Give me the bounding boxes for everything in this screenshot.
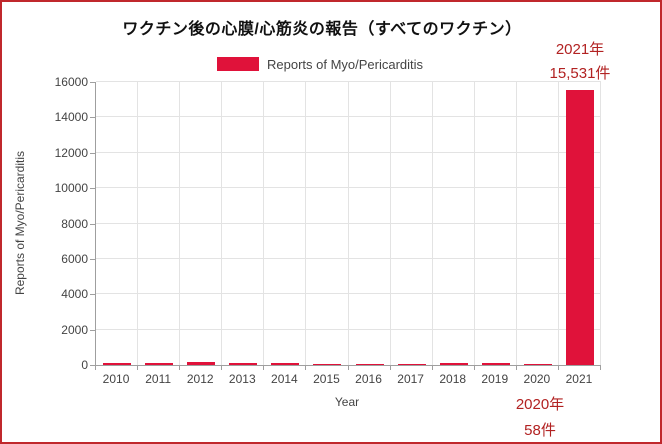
x-tick-label: 2017 bbox=[397, 372, 424, 386]
y-tick-label: 16000 bbox=[54, 75, 88, 89]
x-tick-mark bbox=[347, 366, 349, 370]
gridline-horizontal bbox=[96, 81, 601, 82]
x-tick-mark bbox=[431, 366, 433, 370]
x-tick-mark bbox=[389, 366, 391, 370]
y-tick-label: 8000 bbox=[61, 216, 88, 231]
x-tick-label: 2018 bbox=[439, 372, 467, 386]
annotation-2020: 2020年 58件 bbox=[480, 392, 600, 442]
x-tick-mark bbox=[179, 366, 181, 370]
gridline-vertical bbox=[389, 82, 391, 365]
y-tick-label: 2000 bbox=[61, 322, 88, 337]
bar-2015 bbox=[313, 363, 342, 365]
bar-2014 bbox=[271, 362, 300, 365]
bar-2020 bbox=[523, 363, 552, 365]
y-tick-label: 12000 bbox=[54, 145, 88, 160]
gridline-vertical bbox=[515, 82, 517, 365]
x-tick-mark bbox=[473, 366, 475, 370]
annotation-2020-value: 58件 bbox=[524, 422, 556, 439]
y-tick-mark bbox=[90, 82, 95, 83]
y-tick-label: 4000 bbox=[61, 287, 88, 302]
y-tick-mark bbox=[90, 258, 95, 260]
x-tick-label: 2016 bbox=[355, 372, 382, 386]
x-tick-label: 2019 bbox=[481, 372, 509, 386]
annotation-2021-value: 15,531件 bbox=[549, 65, 611, 82]
gridline-horizontal bbox=[96, 222, 601, 224]
bar-2016 bbox=[355, 363, 384, 365]
x-axis-title: Year bbox=[334, 395, 360, 409]
x-tick-label: 2012 bbox=[186, 372, 214, 386]
gridline-vertical bbox=[557, 82, 559, 365]
y-tick-mark bbox=[90, 223, 95, 225]
y-tick-mark bbox=[90, 294, 95, 296]
bar-2018 bbox=[439, 362, 468, 365]
annotation-2021-year: 2021年 bbox=[555, 41, 605, 58]
y-tick-mark bbox=[90, 365, 95, 366]
gridline-horizontal bbox=[96, 293, 601, 295]
bar-2019 bbox=[481, 363, 510, 365]
gridline-vertical bbox=[137, 82, 139, 365]
bar-2017 bbox=[397, 363, 426, 365]
y-tick-label: 10000 bbox=[54, 181, 88, 196]
y-axis-title: Reports of Myo/Pericarditis bbox=[13, 150, 27, 296]
bar-2021 bbox=[565, 90, 594, 365]
bar-2011 bbox=[145, 363, 174, 365]
gridline-horizontal bbox=[96, 187, 601, 189]
x-tick-label: 2010 bbox=[102, 372, 130, 386]
gridline-vertical bbox=[600, 82, 601, 365]
x-tick-label: 2020 bbox=[523, 372, 551, 386]
x-tick-mark bbox=[305, 366, 307, 370]
annotation-2021: 2021年 15,531件 bbox=[520, 38, 640, 86]
annotation-2020-year: 2020年 bbox=[515, 396, 565, 413]
gridline-vertical bbox=[305, 82, 307, 365]
y-tick-mark bbox=[90, 152, 95, 154]
bar-2013 bbox=[229, 362, 258, 365]
x-tick-label: 2011 bbox=[145, 372, 172, 386]
x-tick-label: 2015 bbox=[313, 372, 340, 386]
legend-label: Reports of Myo/Pericarditis bbox=[267, 56, 424, 72]
y-tick-label: 0 bbox=[81, 358, 88, 372]
bar-2012 bbox=[187, 362, 216, 365]
bar-2010 bbox=[103, 363, 132, 365]
x-tick-label: 2013 bbox=[228, 372, 256, 386]
y-tick-mark bbox=[90, 117, 95, 119]
x-tick-mark bbox=[137, 366, 139, 370]
x-tick-label: 2021 bbox=[565, 372, 593, 386]
gridline-horizontal bbox=[96, 257, 601, 259]
gridline-horizontal bbox=[96, 328, 601, 330]
chart-title: ワクチン後の心膜/心筋炎の報告（すべてのワクチン） bbox=[122, 21, 522, 38]
x-tick-mark bbox=[557, 366, 559, 370]
gridline-vertical bbox=[431, 82, 433, 365]
legend: Reports of Myo/Pericarditis bbox=[217, 56, 423, 72]
gridline-horizontal bbox=[96, 151, 601, 153]
y-tick-label: 6000 bbox=[61, 251, 88, 266]
gridline-vertical bbox=[473, 82, 475, 365]
x-tick-mark bbox=[221, 366, 223, 370]
y-tick-mark bbox=[90, 188, 95, 190]
gridline-vertical bbox=[179, 82, 181, 365]
x-tick-label: 2014 bbox=[271, 372, 298, 386]
x-tick-mark bbox=[515, 366, 517, 370]
gridline-vertical bbox=[347, 82, 349, 365]
x-tick-mark bbox=[600, 366, 601, 370]
legend-swatch-icon bbox=[217, 57, 259, 71]
gridline-vertical bbox=[221, 82, 223, 365]
y-tick-label: 14000 bbox=[54, 110, 88, 125]
x-tick-mark bbox=[95, 366, 96, 370]
x-tick-mark bbox=[263, 366, 265, 370]
plot-area bbox=[95, 81, 601, 366]
gridline-horizontal bbox=[96, 116, 601, 118]
gridline-vertical bbox=[263, 82, 265, 365]
y-tick-mark bbox=[90, 329, 95, 331]
